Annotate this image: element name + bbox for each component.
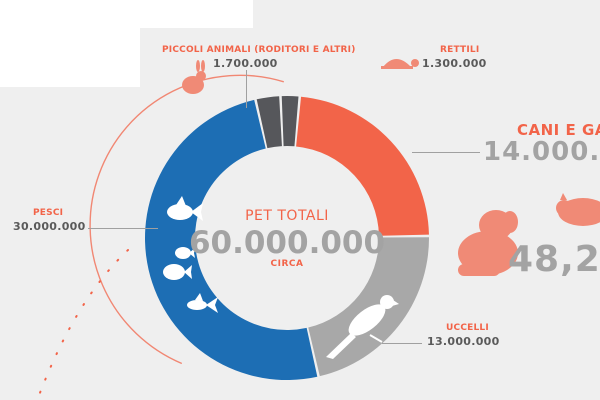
percent-value: 48,2%	[508, 239, 600, 280]
fish-icon-3	[163, 264, 192, 280]
percent-number: 48,2	[508, 239, 600, 280]
value-piccoli-animali: 1.700.000	[213, 57, 278, 70]
white-panel-left	[0, 0, 140, 87]
label-piccoli-animali: PICCOLI ANIMALI (RODITORI E ALTRI)	[162, 45, 356, 55]
slice-uccelli	[308, 237, 429, 377]
value-uccelli: 13.000.000	[427, 335, 500, 348]
fish-icon-1	[167, 196, 203, 221]
dotted-flight-path	[37, 249, 129, 399]
slice-pesci	[144, 99, 318, 381]
parrot-icon	[326, 295, 399, 359]
center-title: PET TOTALI	[245, 208, 329, 224]
turtle-icon	[381, 59, 419, 69]
value-rettili: 1.300.000	[422, 57, 487, 70]
rabbit-icon	[182, 60, 206, 94]
silhouettes	[163, 59, 600, 359]
label-uccelli: UCCELLI	[446, 323, 489, 333]
center-note: CIRCA	[270, 259, 304, 269]
leader-line-piccoli-vertical	[246, 70, 247, 108]
fish-icon-4	[187, 293, 218, 313]
label-rettili: RETTILI	[440, 45, 480, 55]
outer-orange-arc	[89, 74, 285, 365]
value-pesci: 30.000.000	[13, 220, 86, 233]
fish-icon-2	[175, 247, 195, 259]
label-pesci: PESCI	[33, 208, 64, 218]
slice-rettili	[281, 95, 299, 147]
leader-line-uccelli	[382, 343, 422, 344]
donut-slices	[144, 95, 429, 381]
slice-cani-e-gatti	[296, 96, 429, 236]
center-value: 60.000.000	[188, 225, 386, 261]
leader-line-cani	[412, 152, 480, 153]
leader-line-pesci	[88, 228, 158, 229]
label-cani-gatti: CANI E GATT	[517, 121, 600, 139]
value-cani-gatti: 14.000.0	[483, 137, 600, 167]
slice-piccoli-animali-roditori-e-altri	[256, 96, 282, 149]
dog-icon	[458, 210, 518, 276]
cat-icon	[556, 193, 600, 226]
